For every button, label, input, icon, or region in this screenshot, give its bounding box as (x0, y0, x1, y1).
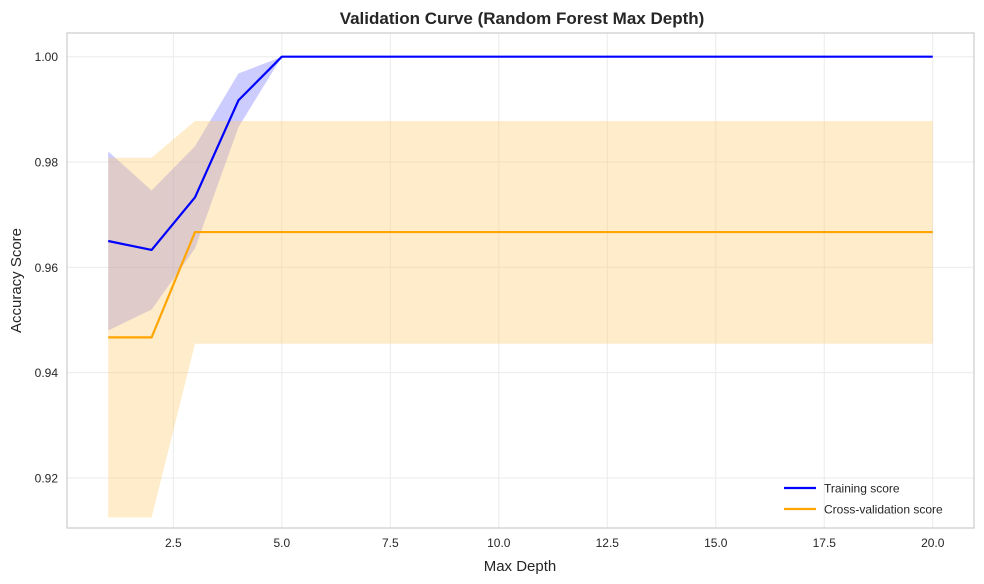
chart-title: Validation Curve (Random Forest Max Dept… (340, 9, 705, 28)
y-axis-label: Accuracy Score (8, 228, 25, 333)
x-tick-label: 12.5 (596, 536, 620, 550)
x-tick-label: 5.0 (273, 536, 290, 550)
x-axis-label: Max Depth (484, 558, 557, 575)
y-tick-label: 0.98 (35, 156, 59, 170)
legend: Training score Cross-validation score (784, 482, 943, 517)
y-tick-label: 1.00 (35, 50, 59, 64)
x-tick-label: 20.0 (921, 536, 945, 550)
confidence-bands (108, 56, 933, 518)
x-tick-label: 2.5 (165, 536, 182, 550)
series-lines (108, 55, 933, 339)
y-tick-label: 0.92 (35, 471, 59, 485)
y-tick-label: 0.94 (35, 366, 59, 380)
legend-label-training: Training score (824, 482, 900, 496)
grid (67, 33, 974, 528)
plot-frame (66, 32, 975, 529)
cross-validation-score-band (108, 120, 933, 518)
y-tick-label: 0.96 (35, 261, 59, 275)
y-axis-ticks: 0.92 0.94 0.96 0.98 1.00 (35, 50, 59, 485)
x-tick-label: 7.5 (382, 536, 399, 550)
training-score-line (108, 55, 933, 252)
x-tick-label: 10.0 (487, 536, 511, 550)
legend-label-cross-validation: Cross-validation score (824, 503, 943, 517)
x-axis-ticks: 2.5 5.0 7.5 10.0 12.5 15.0 17.5 20.0 (165, 536, 945, 550)
x-tick-label: 17.5 (813, 536, 837, 550)
x-tick-label: 15.0 (704, 536, 728, 550)
plot-area (67, 33, 974, 528)
cross-validation-score-line (108, 230, 933, 339)
